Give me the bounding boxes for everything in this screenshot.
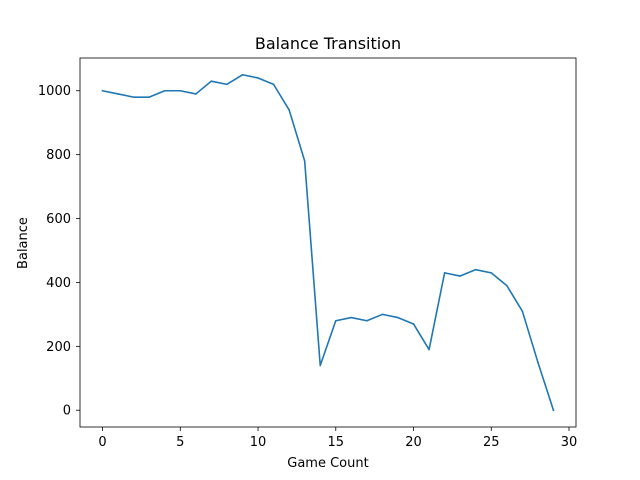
data-point	[210, 80, 213, 82]
data-point	[521, 310, 524, 312]
data-point	[101, 89, 104, 92]
data-point	[163, 89, 166, 92]
data-point	[319, 364, 322, 367]
data-point	[381, 313, 384, 316]
data-point	[179, 89, 182, 92]
y-tick-label: 800	[46, 148, 71, 163]
data-point	[132, 96, 135, 98]
x-tick-label: 15	[328, 435, 345, 450]
point-group	[101, 73, 555, 412]
data-point	[443, 272, 446, 274]
series-line	[101, 73, 555, 412]
data-point	[272, 83, 275, 86]
data-point	[117, 93, 119, 95]
y-tick-label: 0	[63, 404, 71, 419]
x-tick-label: 25	[483, 435, 500, 450]
tick-group: 0 5 10 15 20 25 30 0 200 400 600 800 1000	[38, 84, 577, 450]
chart-title: Balance Transition	[255, 34, 401, 53]
x-tick-label: 0	[98, 435, 106, 450]
data-point	[195, 93, 197, 95]
data-point	[288, 109, 290, 111]
y-tick-label: 600	[46, 212, 71, 227]
y-tick-label: 1000	[38, 84, 71, 99]
data-point	[474, 268, 477, 271]
data-point	[257, 77, 259, 79]
x-tick-label: 30	[561, 435, 578, 450]
data-point	[428, 348, 430, 351]
data-point	[350, 316, 353, 319]
plot-area-frame	[79, 57, 577, 428]
data-point	[241, 73, 244, 76]
data-point	[334, 319, 337, 322]
data-point	[366, 319, 368, 322]
y-tick-label: 200	[46, 340, 71, 355]
data-point	[148, 96, 150, 98]
data-point	[537, 361, 539, 364]
data-point	[552, 409, 555, 412]
data-point	[506, 284, 508, 287]
data-point	[397, 316, 399, 319]
x-axis-label: Game Count	[287, 456, 368, 471]
x-tick-label: 5	[176, 435, 184, 450]
y-axis-label: Balance	[16, 217, 31, 269]
data-point	[226, 83, 228, 86]
x-tick-label: 20	[405, 435, 422, 450]
data-point	[303, 160, 306, 162]
data-point	[412, 323, 415, 325]
data-point	[490, 272, 493, 274]
y-tick-label: 400	[46, 276, 71, 291]
x-tick-label: 10	[250, 435, 267, 450]
data-point	[459, 275, 461, 277]
